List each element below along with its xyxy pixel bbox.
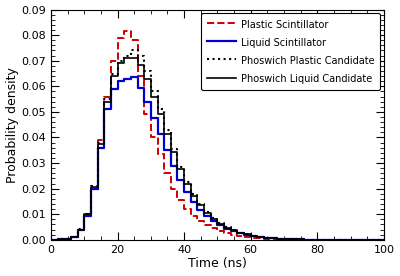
Liquid Scintillator xyxy=(342,238,346,242)
Liquid Scintillator xyxy=(288,237,293,240)
Plastic Scintillator xyxy=(202,223,206,227)
Phoswich Liquid Candidate xyxy=(122,62,127,65)
Plastic Scintillator xyxy=(382,238,386,242)
Line: Phoswich Plastic Candidate: Phoswich Plastic Candidate xyxy=(51,51,384,240)
Legend: Plastic Scintillator, Liquid Scintillator, Phoswich Plastic Candidate, Phoswich : Plastic Scintillator, Liquid Scintillato… xyxy=(201,14,380,89)
Plastic Scintillator xyxy=(342,238,346,242)
Liquid Scintillator xyxy=(122,79,127,83)
Plastic Scintillator xyxy=(315,238,320,241)
Phoswich Plastic Candidate xyxy=(342,238,346,242)
Phoswich Plastic Candidate xyxy=(315,238,320,241)
Phoswich Plastic Candidate xyxy=(128,49,133,52)
Phoswich Liquid Candidate xyxy=(382,238,386,242)
Phoswich Liquid Candidate xyxy=(122,57,127,60)
Phoswich Liquid Candidate xyxy=(315,238,320,241)
Plastic Scintillator xyxy=(48,238,53,242)
Phoswich Plastic Candidate xyxy=(288,237,293,241)
Plastic Scintillator xyxy=(122,36,127,39)
Phoswich Liquid Candidate xyxy=(288,237,293,241)
Phoswich Plastic Candidate xyxy=(108,72,113,75)
Y-axis label: Probability density: Probability density xyxy=(6,67,18,183)
Line: Liquid Scintillator: Liquid Scintillator xyxy=(51,77,384,240)
Line: Plastic Scintillator: Plastic Scintillator xyxy=(51,31,384,240)
X-axis label: Time (ns): Time (ns) xyxy=(188,258,247,270)
Plastic Scintillator xyxy=(108,59,113,62)
Phoswich Plastic Candidate xyxy=(382,238,386,242)
Liquid Scintillator xyxy=(382,238,386,242)
Liquid Scintillator xyxy=(128,76,133,79)
Phoswich Liquid Candidate xyxy=(202,211,206,215)
Line: Phoswich Liquid Candidate: Phoswich Liquid Candidate xyxy=(51,58,384,240)
Plastic Scintillator xyxy=(122,30,127,33)
Liquid Scintillator xyxy=(48,238,53,242)
Liquid Scintillator xyxy=(202,214,206,218)
Phoswich Plastic Candidate xyxy=(202,210,206,213)
Phoswich Liquid Candidate xyxy=(342,238,346,242)
Phoswich Plastic Candidate xyxy=(48,238,53,242)
Plastic Scintillator xyxy=(288,238,293,241)
Liquid Scintillator xyxy=(108,87,113,91)
Liquid Scintillator xyxy=(315,238,320,241)
Phoswich Liquid Candidate xyxy=(48,238,53,242)
Phoswich Liquid Candidate xyxy=(108,75,113,78)
Phoswich Plastic Candidate xyxy=(122,59,127,62)
